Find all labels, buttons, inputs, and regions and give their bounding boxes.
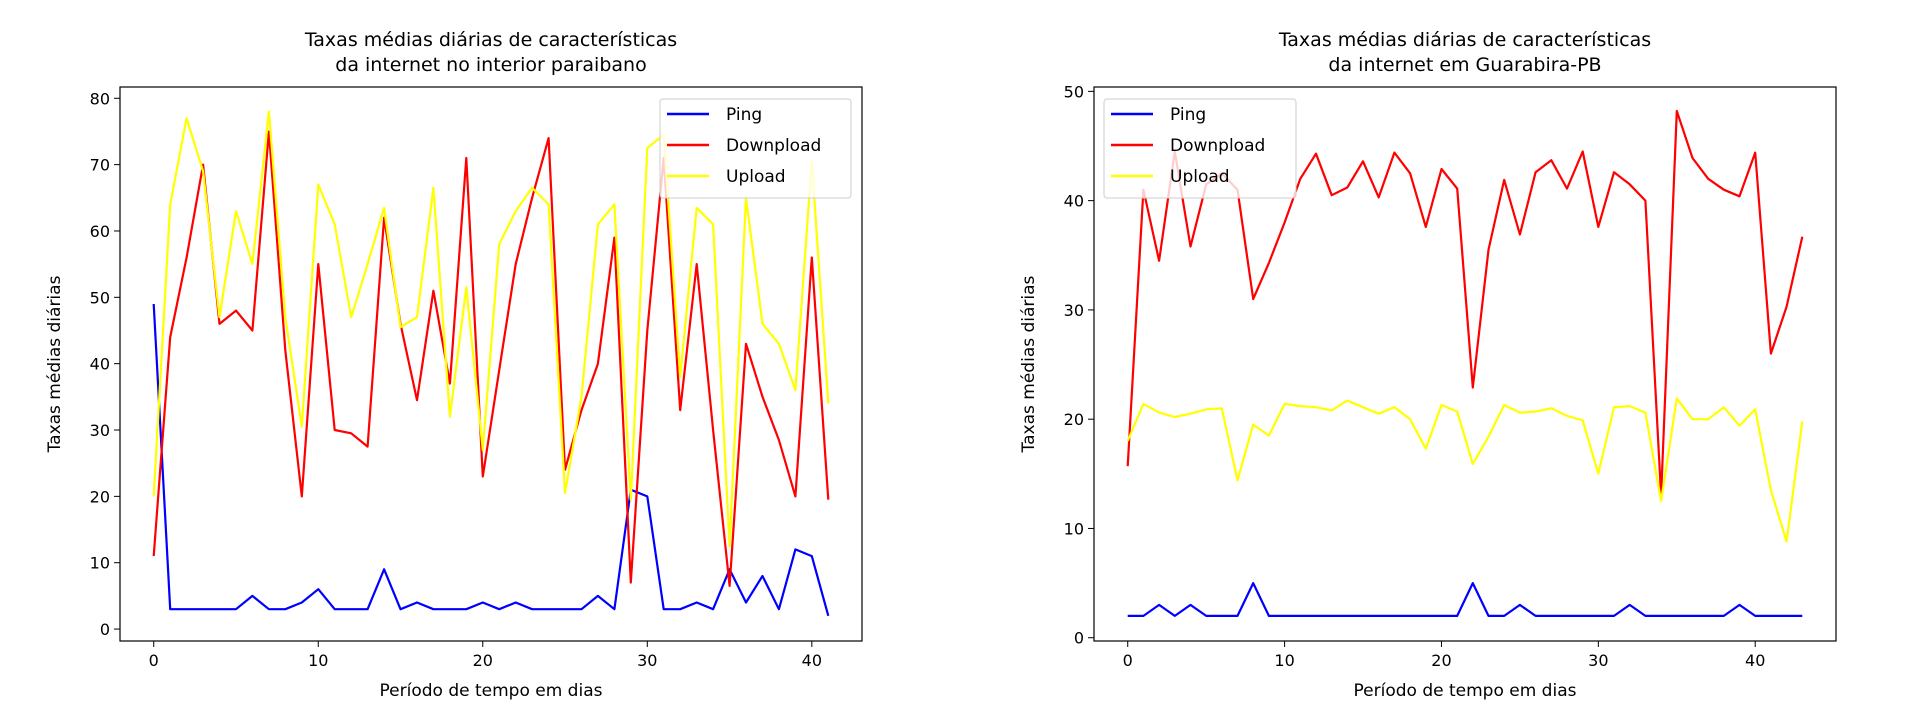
- legend-label-downpload: Downpload: [726, 136, 821, 156]
- y-axis-label: Taxas médias diárias: [1019, 275, 1039, 453]
- legend-box: [659, 98, 852, 199]
- x-axis-label: Período de tempo em dias: [380, 681, 603, 701]
- y-axis-label: Taxas médias diárias: [45, 275, 65, 453]
- series-line-downpload: [1126, 109, 1804, 497]
- y-tick-label: 30: [90, 421, 110, 440]
- chart-title-line: da internet no interior paraibano: [335, 54, 646, 76]
- x-tick-label: 40: [1745, 651, 1765, 670]
- x-tick-label: 30: [637, 651, 657, 670]
- series-line-upload: [1126, 397, 1804, 543]
- series-line-upload: [152, 110, 830, 548]
- legend-label-upload: Upload: [726, 167, 786, 187]
- chart-interior-paraibano: Taxas médias diárias de características d…: [45, 29, 863, 701]
- y-tick-label: 20: [1064, 410, 1084, 429]
- series-line-downpload: [152, 130, 830, 588]
- legend: Ping Downpload Upload: [1103, 98, 1297, 199]
- y-tick-label: 10: [1064, 519, 1084, 538]
- y-tick-label: 50: [90, 288, 110, 307]
- y-tick-label: 50: [1064, 82, 1084, 101]
- x-tick-label: 30: [1588, 651, 1608, 670]
- chart-title-line: da internet em Guarabira-PB: [1328, 54, 1601, 76]
- y-tick-label: 30: [1064, 301, 1084, 320]
- y-tick-label: 80: [90, 89, 110, 108]
- legend-label-upload: Upload: [1170, 167, 1230, 187]
- legend-label-ping: Ping: [726, 105, 762, 125]
- x-tick-label: 10: [1274, 651, 1294, 670]
- chart-guarabira-pb: Taxas médias diárias de características d…: [1019, 29, 1837, 701]
- legend: Ping Downpload Upload: [659, 98, 852, 199]
- y-tick-label: 60: [90, 222, 110, 241]
- x-tick-label: 40: [802, 651, 822, 670]
- legend-label-downpload: Downpload: [1170, 136, 1265, 156]
- chart-title-line: Taxas médias diárias de características: [304, 29, 677, 51]
- series-line-ping: [1127, 581, 1803, 618]
- legend-box: [1103, 98, 1297, 199]
- legend-label-ping: Ping: [1170, 105, 1206, 125]
- y-tick-label: 10: [90, 554, 110, 573]
- y-tick-label: 40: [1064, 192, 1084, 211]
- y-tick-label: 40: [90, 355, 110, 374]
- y-tick-label: 0: [100, 620, 110, 639]
- x-tick-label: 10: [308, 651, 328, 670]
- x-tick-label: 0: [149, 651, 159, 670]
- axes-frame: [1093, 86, 1837, 642]
- x-axis-label: Período de tempo em dias: [1354, 681, 1577, 701]
- x-tick-label: 0: [1123, 651, 1133, 670]
- y-tick-label: 20: [90, 487, 110, 506]
- x-tick-label: 20: [1431, 651, 1451, 670]
- x-tick-label: 20: [473, 651, 493, 670]
- y-tick-label: 0: [1074, 629, 1084, 648]
- chart-title-line: Taxas médias diárias de características: [1278, 29, 1651, 51]
- series-line-ping: [152, 303, 830, 617]
- y-tick-label: 70: [90, 156, 110, 175]
